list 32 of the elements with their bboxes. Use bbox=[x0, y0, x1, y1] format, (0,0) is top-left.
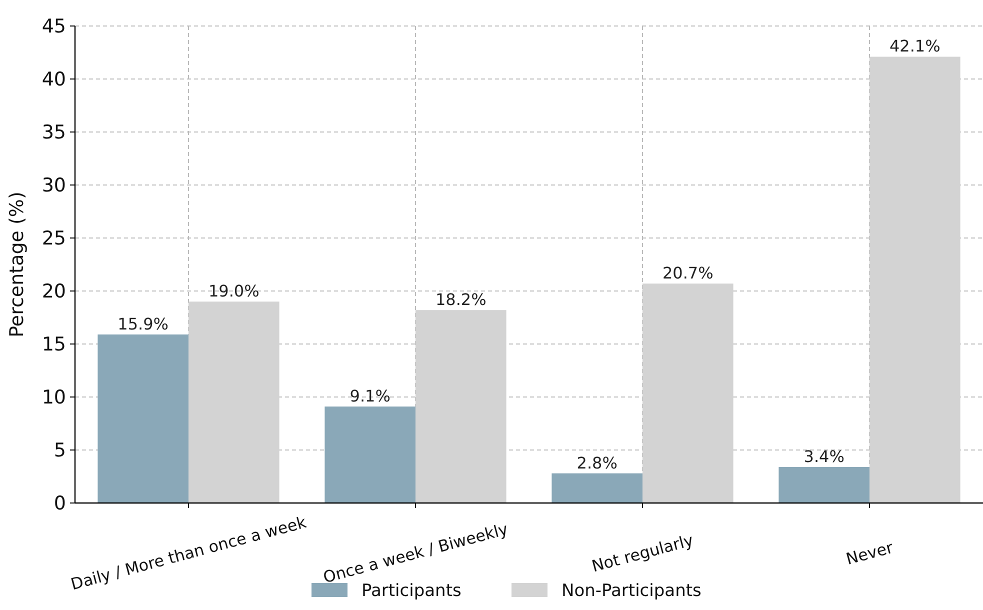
data-label: 20.7% bbox=[662, 264, 714, 283]
y-tick-label: 45 bbox=[42, 16, 66, 38]
y-tick-label: 15 bbox=[42, 334, 66, 356]
data-label: 2.8% bbox=[576, 453, 618, 472]
data-label: 18.2% bbox=[435, 290, 486, 310]
bar bbox=[188, 302, 280, 503]
bar bbox=[870, 56, 960, 503]
bar bbox=[642, 284, 734, 503]
y-tick-label: 30 bbox=[42, 174, 66, 197]
y-tick-label: 10 bbox=[42, 386, 66, 409]
y-tick-label: 25 bbox=[42, 228, 66, 250]
bar bbox=[416, 310, 506, 503]
x-tick-label: Not regularly bbox=[590, 530, 696, 576]
data-label: 19.0% bbox=[208, 282, 260, 301]
y-tick-label: 0 bbox=[54, 492, 66, 515]
data-label: 15.9% bbox=[118, 314, 169, 334]
x-tick-label: Daily / More than once a week bbox=[68, 512, 309, 594]
bar bbox=[778, 466, 870, 503]
x-tick-label: Never bbox=[844, 538, 896, 568]
y-tick-label: 35 bbox=[42, 122, 66, 144]
data-label: 3.4% bbox=[804, 446, 844, 466]
data-label: 9.1% bbox=[350, 386, 390, 406]
y-axis-title: Percentage (%) bbox=[6, 192, 28, 338]
y-tick-label: 5 bbox=[54, 440, 66, 462]
bar bbox=[552, 473, 642, 503]
y-tick-label: 20 bbox=[42, 280, 66, 303]
legend-label: Participants bbox=[362, 580, 462, 601]
bar bbox=[324, 406, 416, 503]
y-tick-label: 40 bbox=[42, 68, 66, 91]
legend-label: Non-Participants bbox=[562, 580, 702, 601]
data-label: 42.1% bbox=[889, 36, 940, 56]
bar bbox=[98, 334, 188, 503]
